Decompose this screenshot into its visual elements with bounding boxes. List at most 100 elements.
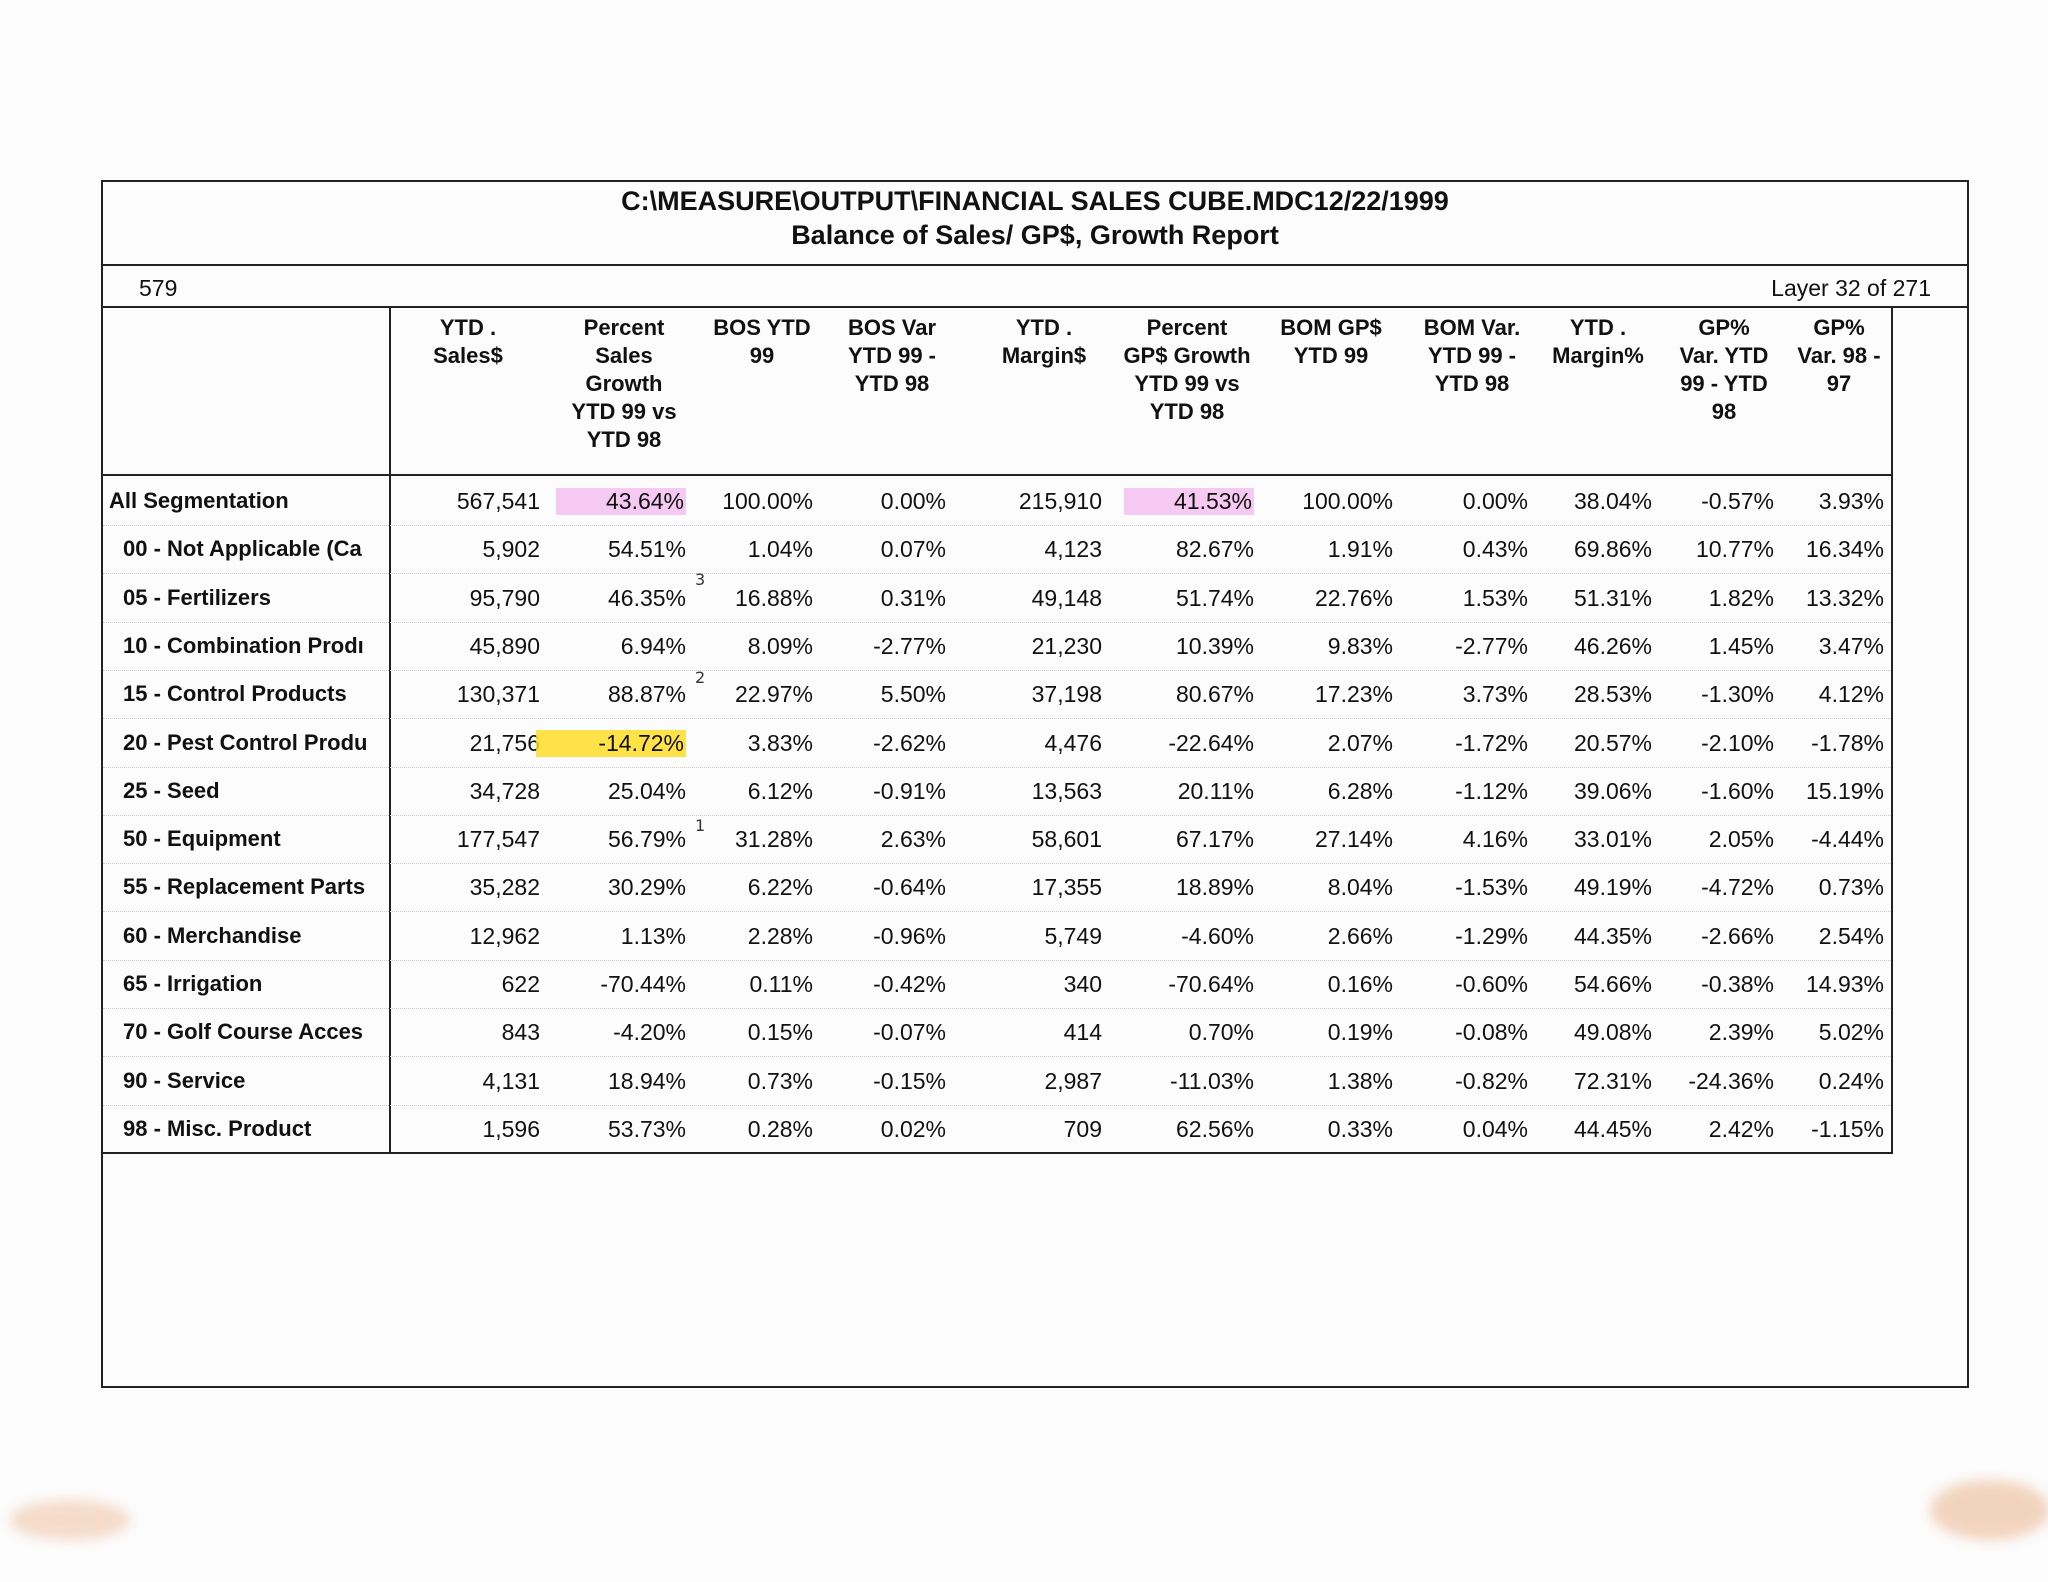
table-cell: 34,728 — [469, 777, 540, 804]
table-cell: 10.39% — [1175, 632, 1254, 659]
row-label: 55 - Replacement Parts — [123, 874, 366, 900]
table-cell: 0.04% — [1462, 1115, 1528, 1142]
table-cell: 58,601 — [1031, 826, 1102, 853]
table-cell: 0.70% — [1188, 1019, 1254, 1046]
row-label: 65 - Irrigation — [123, 971, 263, 996]
table-cell: 1.82% — [1708, 584, 1774, 611]
table-cell: 69.86% — [1573, 536, 1652, 563]
table-cell: -1.29% — [1455, 922, 1528, 949]
table-cell: -4.72% — [1701, 874, 1774, 901]
table-cell: -0.15% — [873, 1067, 946, 1094]
table-cell: -70.44% — [600, 971, 686, 997]
table-cell: 4.16% — [1462, 826, 1528, 853]
table-cell: 6.12% — [747, 777, 813, 804]
table-cell: 62.56% — [1175, 1115, 1254, 1142]
table-cell: 2.63% — [880, 826, 946, 853]
table-cell: 5.50% — [880, 681, 946, 708]
table-cell: 567,541 — [456, 488, 540, 514]
handwritten-mark: 2 — [695, 668, 706, 687]
table-cell: 6.94% — [620, 632, 686, 659]
report-title-path: C:\MEASURE\OUTPUT\FINANCIAL SALES CUBE.M… — [621, 186, 1449, 216]
data-table: YTD . Sales$ Percent Sales Growth YTD 99 … — [103, 308, 1893, 1154]
table-cell: 46.26% — [1573, 632, 1652, 659]
table-row: 15 - Control Products 130,371 88.87% 22.97%… — [103, 671, 1891, 720]
handwritten-mark: 1 — [695, 816, 706, 835]
table-cell: 4,131 — [482, 1067, 540, 1094]
table-cell: 0.00% — [880, 488, 946, 514]
table-cell: 215,910 — [1018, 488, 1102, 514]
table-cell: 46.35% — [607, 584, 686, 611]
table-cell: 13.32% — [1805, 584, 1884, 611]
table-cell: 0.73% — [1818, 874, 1884, 901]
table-cell: 95,790 — [469, 584, 540, 611]
table-cell: -24.36% — [1688, 1067, 1774, 1094]
table-cell: -70.64% — [1168, 971, 1254, 997]
table-cell: 88.87% — [607, 681, 686, 708]
table-cell: -2.62% — [873, 729, 946, 756]
table-cell: -1.15% — [1811, 1115, 1884, 1142]
table-cell: 2.07% — [1327, 729, 1393, 756]
row-label: 05 - Fertilizers — [123, 584, 271, 610]
table-cell: 15.19% — [1805, 777, 1884, 804]
report-frame: C:\MEASURE\OUTPUT\FINANCIAL SALES CUBE.M… — [101, 180, 1969, 1388]
table-cell: 43.64% — [556, 488, 686, 515]
table-cell: 49,148 — [1031, 584, 1102, 611]
table-cell: 20.11% — [1177, 777, 1254, 804]
table-cell: 67.17% — [1175, 826, 1254, 853]
table-cell: 39.06% — [1573, 777, 1652, 804]
table-cell: 0.00% — [1462, 488, 1528, 514]
table-cell: -0.57% — [1701, 488, 1774, 514]
table-cell: 3.73% — [1462, 681, 1528, 708]
table-cell: 25.04% — [607, 777, 686, 804]
column-header: Percent GP$ Growth YTD 99 vs YTD 98 — [1123, 315, 1251, 424]
table-cell: 14.93% — [1805, 971, 1884, 997]
table-row: 25 - Seed 34,728 25.04% 6.12% -0.91% 13,563 20… — [103, 768, 1891, 816]
column-header: BOM GP$ YTD 99 — [1280, 315, 1382, 368]
column-header: YTD . Margin$ — [1001, 315, 1087, 368]
table-cell: -2.77% — [873, 632, 946, 659]
table-cell: 2.05% — [1708, 826, 1774, 853]
handwritten-mark: 3 — [695, 570, 706, 589]
table-cell: 1.04% — [747, 536, 813, 563]
table-cell: 44.35% — [1573, 922, 1652, 949]
table-cell: 9.83% — [1327, 632, 1393, 659]
table-row: 50 - Equipment 177,547 56.79% 31.28% 2.63% 58… — [103, 816, 1891, 865]
table-cell: 45,890 — [469, 632, 540, 659]
table-cell: 8.04% — [1327, 874, 1393, 901]
table-cell: 0.43% — [1462, 536, 1528, 563]
table-cell: 20.57% — [1573, 729, 1652, 756]
row-label: 25 - Seed — [123, 777, 220, 803]
paper-stain-left — [10, 1500, 130, 1540]
table-cell: 35,282 — [469, 874, 540, 901]
table-cell: 56.79% — [607, 826, 686, 853]
table-cell: -0.38% — [1701, 971, 1774, 997]
table-cell: 177,547 — [456, 826, 540, 853]
table-cell: 21,756 — [469, 729, 540, 756]
table-cell: 0.07% — [880, 536, 946, 563]
table-cell: 622 — [501, 971, 540, 997]
table-cell: 0.24% — [1818, 1067, 1884, 1094]
table-cell: 0.33% — [1327, 1115, 1393, 1142]
column-header: Percent Sales Growth YTD 99 vs YTD 98 — [571, 315, 677, 452]
table-cell: 2.39% — [1708, 1019, 1774, 1046]
table-cell: 0.02% — [880, 1115, 946, 1142]
column-header: GP% Var. 98 - 97 — [1797, 315, 1881, 396]
table-cell: 1.38% — [1327, 1067, 1393, 1094]
table-cell: 31.28% — [734, 826, 813, 853]
table-cell: 0.15% — [747, 1019, 813, 1046]
table-row: 20 - Pest Control Produ 21,756 -14.72% 3.83… — [103, 720, 1891, 768]
table-row: 98 - Misc. Product 1,596 53.73% 0.28% 0.02% 7… — [103, 1106, 1891, 1154]
table-row: 60 - Merchandise 12,962 1.13% 2.28% -0.96% 5,… — [103, 913, 1891, 961]
table-cell: -1.72% — [1455, 729, 1528, 756]
table-cell: 41.53% — [1124, 488, 1254, 515]
table-cell: 22.76% — [1314, 584, 1393, 611]
column-header: YTD . Sales$ — [433, 315, 503, 368]
table-cell: 37,198 — [1031, 681, 1102, 708]
table-cell: 51.31% — [1573, 584, 1652, 611]
table-cell: 17.23% — [1314, 681, 1393, 708]
row-label: All Segmentation — [109, 488, 289, 513]
table-cell: 16.88% — [734, 584, 813, 611]
table-cell: 33.01% — [1573, 826, 1652, 853]
table-cell: 5.02% — [1818, 1019, 1884, 1046]
table-cell: 1.13% — [620, 922, 686, 949]
